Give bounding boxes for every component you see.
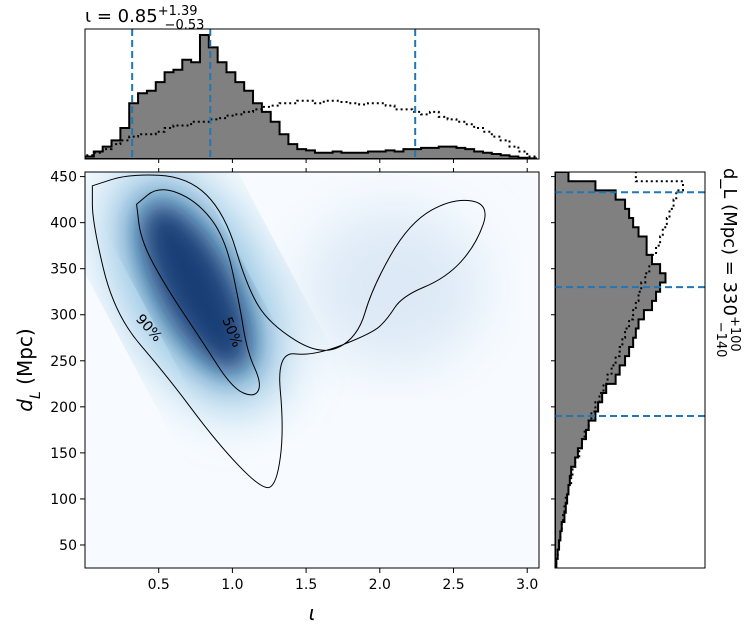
main-frame [84, 171, 540, 569]
x-axis-label: ι [309, 601, 316, 625]
y-tick-label: 300 [50, 308, 77, 324]
right-histogram-panel: d_L (Mpc) = 330+100−140 [551, 168, 742, 569]
right-annotation: d_L (Mpc) = 330+100−140 [713, 168, 742, 357]
main-y-ticks: 50 100 150 200 250 300 350 400 450 [50, 170, 85, 554]
top-prior-histogram [85, 99, 538, 159]
x-tick-label: 1.5 [295, 577, 317, 593]
y-tick-label: 400 [50, 216, 77, 232]
x-tick-label: 0.5 [148, 577, 170, 593]
right-ticks [551, 176, 555, 546]
x-tick-label: 3.0 [516, 577, 538, 593]
x-tick-label: 1.0 [221, 577, 243, 593]
x-tick-label: 2.0 [369, 577, 391, 593]
y-tick-label: 350 [50, 262, 77, 278]
density-blob-secondary [304, 207, 485, 368]
top-posterior-histogram [85, 34, 538, 159]
y-tick-label: 150 [50, 446, 77, 462]
main-x-ticks: 0.5 1.0 1.5 2.0 2.5 3.0 [148, 168, 538, 593]
density-blob-core [139, 201, 252, 373]
right-frame [554, 171, 706, 569]
top-histogram [85, 29, 538, 159]
contour-90pct [91, 174, 486, 489]
right-histogram [555, 172, 705, 568]
y-tick-label: 450 [50, 170, 77, 186]
y-tick-label: 50 [59, 538, 77, 554]
top-frame [84, 28, 540, 160]
y-tick-label: 100 [50, 492, 77, 508]
top-ticks [158, 159, 528, 163]
y-tick-label: 250 [50, 354, 77, 370]
contour-layer [91, 174, 486, 489]
top-histogram-panel: ι = 0.85+1.39 −0.53 [84, 4, 540, 163]
contour-50pct [136, 189, 260, 396]
y-tick-label: 200 [50, 400, 77, 416]
density-layer [111, 172, 485, 406]
top-annotation: ι = 0.85+1.39 −0.53 [85, 4, 204, 33]
right-posterior-histogram [555, 172, 667, 568]
x-tick-label: 2.5 [442, 577, 464, 593]
y-axis-label: dL (Mpc) [13, 328, 44, 411]
main-panel: 0.5 1.0 1.5 2.0 2.5 3.0 50 100 150 200 250 300 350 4… [13, 168, 540, 625]
